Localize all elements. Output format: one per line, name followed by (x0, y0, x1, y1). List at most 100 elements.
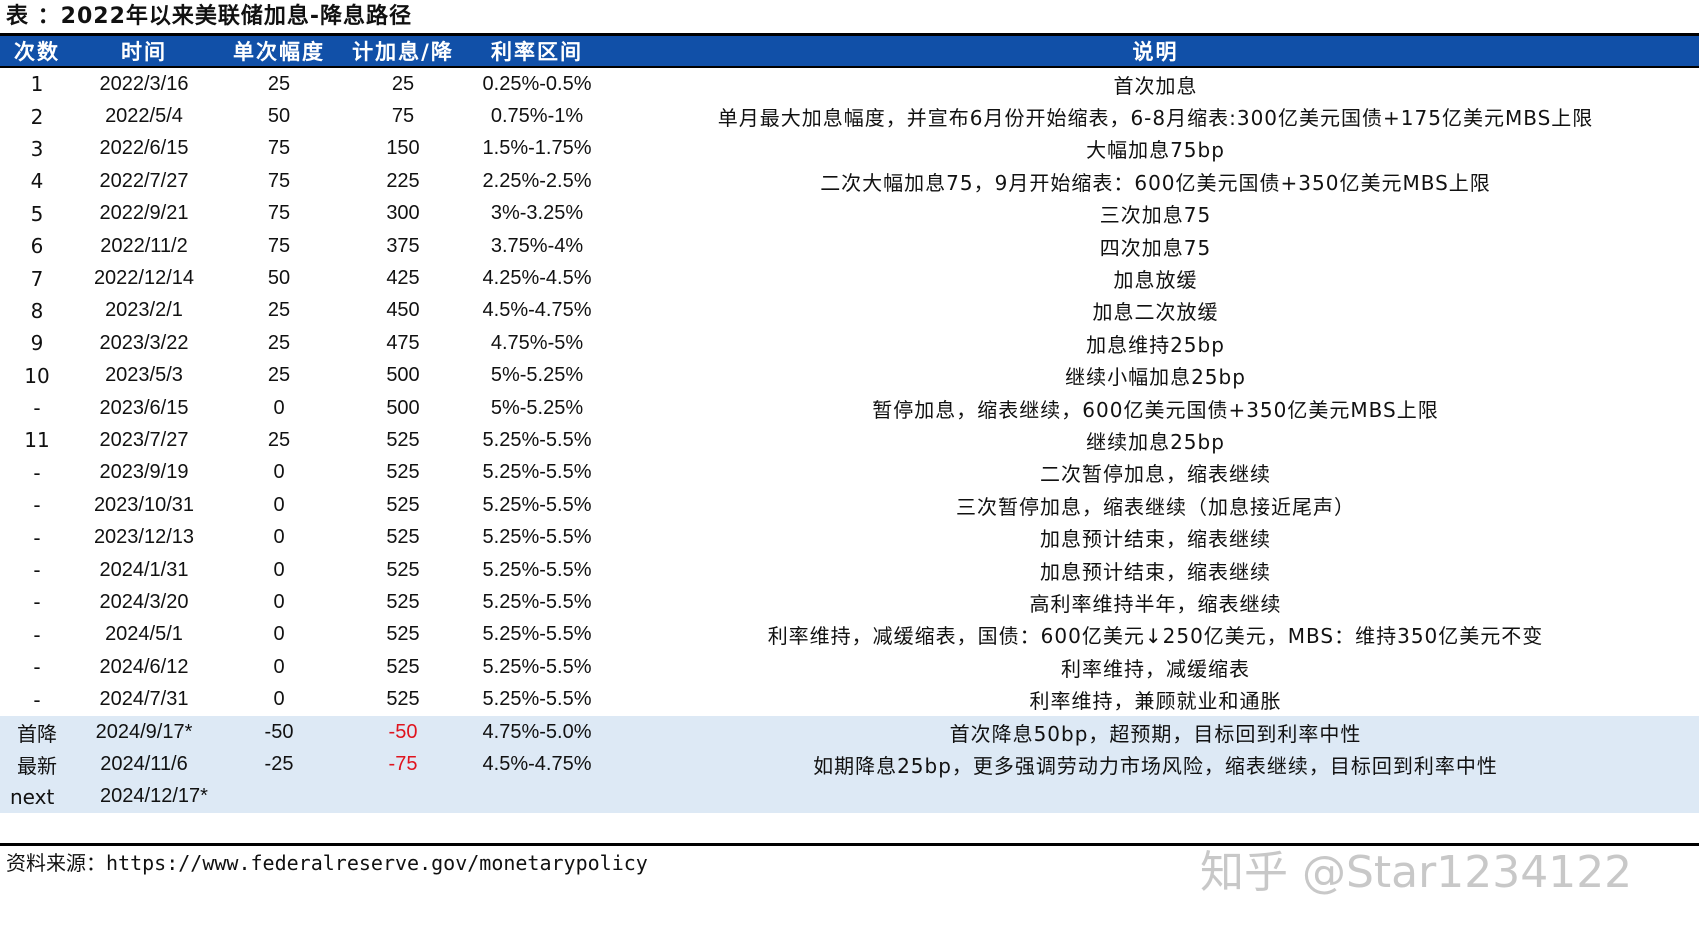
cell-cumulative-text: 375 (386, 234, 420, 257)
cell-step: 0 (214, 651, 344, 683)
cell-step-text: 0 (273, 461, 285, 484)
cell-description-text: 加息预计结束，缩表继续 (1040, 559, 1271, 584)
cell-date: 2024/11/6 (74, 748, 214, 780)
cell-count: - (0, 554, 74, 586)
cell-rate-range: 3.75%-4% (462, 230, 612, 262)
cell-description: 单月最大加息幅度，并宣布6月份开始缩表，6-8月缩表:300亿美元国债+175亿… (612, 100, 1699, 132)
cell-date: 2023/12/13 (74, 521, 214, 553)
cell-count-text: 3 (30, 136, 44, 161)
table-row: 1 2022/3/16 25 25 0.25%-0.5% 首次加息 (0, 68, 1699, 100)
cell-cumulative: 75 (344, 100, 462, 132)
cell-count-text: 7 (30, 266, 44, 291)
header-count: 次数 (14, 40, 60, 64)
cell-count-text: - (33, 687, 41, 712)
cell-description-text: 加息维持25bp (1086, 332, 1225, 357)
cell-cumulative: 500 (344, 392, 462, 424)
cell-date-text: 2023/10/31 (93, 493, 195, 516)
cell-count-text: - (33, 525, 41, 550)
cell-step-text: 75 (267, 234, 291, 257)
cell-cumulative-text: 500 (386, 396, 420, 419)
cell-step-text: -50 (264, 720, 294, 743)
cell-cumulative: 25 (344, 68, 462, 100)
cell-count-text: 5 (30, 201, 44, 226)
cell-cumulative-text: 525 (386, 623, 420, 646)
cell-cumulative-text: 450 (386, 299, 420, 322)
cell-date: 2024/12/17* (84, 781, 224, 813)
cell-date: 2022/11/2 (74, 230, 214, 262)
cell-cumulative: 225 (344, 165, 462, 197)
cell-description-text: 大幅加息75bp (1086, 138, 1225, 163)
cell-description: 加息二次放缓 (612, 295, 1699, 327)
cell-step: 75 (214, 133, 344, 165)
cell-date-text: 2024/12/17* (100, 785, 208, 808)
table-row: - 2023/10/31 0 525 5.25%-5.5% 三次暂停加息，缩表继续（加息接… (0, 489, 1699, 521)
cell-step-text: -25 (264, 752, 294, 775)
cell-rate-range-text: 4.5%-4.75% (482, 299, 592, 322)
cell-step: 75 (214, 165, 344, 197)
cell-cumulative-text: -50 (388, 720, 418, 743)
cell-step: -50 (214, 716, 344, 748)
cell-description-text: 加息放缓 (1113, 268, 1198, 293)
cell-rate-range: 4.5%-4.75% (462, 748, 612, 780)
cell-date: 2022/5/4 (74, 100, 214, 132)
cell-count-text: - (33, 493, 41, 518)
cell-step-text: 0 (273, 493, 285, 516)
cell-date: 2024/1/31 (74, 554, 214, 586)
cell-description: 加息维持25bp (612, 327, 1699, 359)
cell-rate-range: 5.25%-5.5% (462, 683, 612, 715)
cell-step-text: 50 (267, 105, 291, 128)
cell-description-text: 如期降息25bp，更多强调劳动力市场风险，缩表继续，目标回到利率中性 (813, 753, 1498, 778)
cell-description: 三次加息75 (612, 198, 1699, 230)
cell-step: -25 (214, 748, 344, 780)
cell-description-text: 利率维持，兼顾就业和通胀 (1029, 689, 1282, 714)
cell-count-text: 4 (30, 169, 44, 194)
cell-count-text: - (33, 460, 41, 485)
cell-step-text: 25 (267, 299, 291, 322)
cell-date-text: 2022/12/14 (93, 267, 195, 290)
cell-step: 0 (214, 489, 344, 521)
cell-description-text: 加息二次放缓 (1092, 300, 1219, 325)
fed-rate-path-table: 次数 时间 单次幅度 计加息/降 利率区间 说明 1 2022/3/16 25 25 0… (0, 33, 1699, 813)
cell-cumulative: 425 (344, 262, 462, 294)
cell-description-text: 单月最大加息幅度，并宣布6月份开始缩表，6-8月缩表:300亿美元国债+175亿… (717, 106, 1594, 131)
cell-cumulative-text: 525 (386, 526, 420, 549)
cell-date-text: 2023/7/27 (99, 428, 189, 451)
cell-rate-range: 1.5%-1.75% (462, 133, 612, 165)
cell-count: 11 (0, 424, 74, 456)
cell-date: 2023/2/1 (74, 295, 214, 327)
cell-date-text: 2024/11/6 (100, 752, 188, 775)
table-row: - 2024/3/20 0 525 5.25%-5.5% 高利率维持半年，缩表继续 (0, 586, 1699, 618)
cell-count: 8 (0, 295, 74, 327)
cell-count: - (0, 683, 74, 715)
cell-step-text: 0 (273, 688, 285, 711)
cell-rate-range: 5.25%-5.5% (462, 424, 612, 456)
cell-step-text: 0 (273, 623, 285, 646)
cell-date-text: 2024/1/31 (99, 558, 189, 581)
cell-description: 大幅加息75bp (612, 133, 1699, 165)
cell-step: 0 (214, 554, 344, 586)
cell-description: 加息放缓 (612, 262, 1699, 294)
cell-step-text: 25 (267, 364, 291, 387)
header-rate-range: 利率区间 (491, 40, 583, 64)
cell-date-text: 2022/7/27 (99, 169, 189, 192)
cell-count: 3 (0, 133, 74, 165)
cell-step-text: 50 (267, 267, 291, 290)
table-row: 2 2022/5/4 50 75 0.75%-1% 单月最大加息幅度，并宣布6月份开始缩表… (0, 100, 1699, 132)
cell-date: 2024/9/17* (74, 716, 214, 748)
cell-step: 0 (214, 392, 344, 424)
cell-description: 首次加息 (612, 68, 1699, 100)
cell-description: 如期降息25bp，更多强调劳动力市场风险，缩表继续，目标回到利率中性 (612, 748, 1699, 780)
cell-description: 高利率维持半年，缩表继续 (612, 586, 1699, 618)
cell-count-text: 6 (30, 234, 44, 259)
cell-step-text: 25 (267, 331, 291, 354)
cell-rate-range-text: 3%-3.25% (490, 202, 584, 225)
table-row: - 2024/7/31 0 525 5.25%-5.5% 利率维持，兼顾就业和通胀 (0, 683, 1699, 715)
cell-cumulative-text: 525 (386, 493, 420, 516)
table-row: 首降 2024/9/17* -50 -50 4.75%-5.0% 首次降息50bp，超预期… (0, 715, 1699, 749)
cell-rate-range: 5.25%-5.5% (462, 489, 612, 521)
cell-cumulative-text: 525 (386, 688, 420, 711)
cell-description-text: 暂停加息，缩表继续，600亿美元国债+350亿美元MBS上限 (872, 397, 1439, 422)
table-row: 6 2022/11/2 75 375 3.75%-4% 四次加息75 (0, 230, 1699, 262)
cell-rate-range-text: 4.75%-5.0% (482, 720, 592, 743)
cell-rate-range-text: 5%-5.25% (490, 364, 584, 387)
